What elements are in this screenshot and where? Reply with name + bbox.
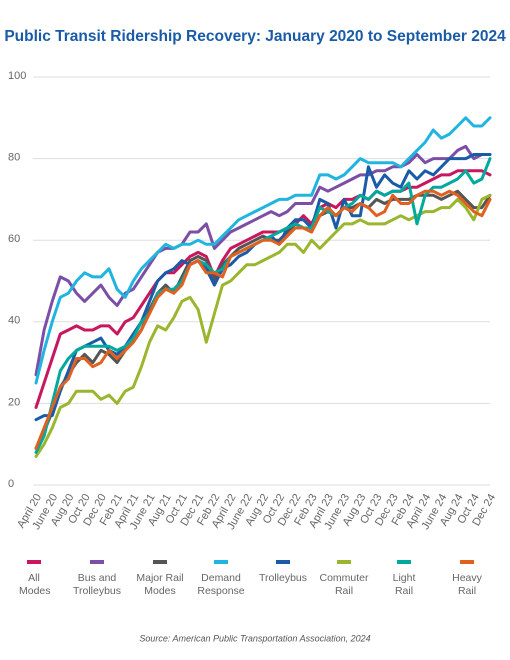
series-line [34,169,492,409]
legend-swatch [214,560,228,564]
legend-label: Heavy Rail [452,572,482,597]
legend-swatch [27,560,41,564]
y-tick-label: 80 [8,152,20,164]
series-line [34,157,492,454]
legend-swatch [276,560,290,564]
series-line [34,116,492,385]
legend-swatch [460,560,474,564]
legend-label: Light Rail [392,572,416,597]
y-tick-label: 60 [8,233,20,245]
legend-label: Trolleybus [258,572,308,584]
legend-item: Light Rail [384,560,424,598]
y-tick-label: 0 [8,478,14,490]
legend-item: Commuter Rail [313,560,375,598]
legend-item: Demand Response [190,560,252,598]
series-line [34,144,492,377]
legend-label: Commuter Rail [319,572,369,597]
y-tick-label: 40 [8,315,20,327]
source: Source: American Public Transportation A… [139,633,370,643]
series-line [34,189,492,450]
legend-label: Major Rail Modes [136,572,184,597]
legend-item: Heavy Rail [447,560,487,598]
legend-swatch [153,560,167,564]
legend-label: All Modes [19,572,51,597]
legend-swatch [397,560,411,564]
y-tick-label: 100 [8,70,26,82]
legend-item: Major Rail Modes [129,560,191,598]
series-line [34,189,492,450]
legend-item: All Modes [19,560,51,598]
y-tick-label: 20 [8,396,20,408]
legend-label: Bus and Trolleybus [72,572,122,597]
legend-swatch [337,560,351,564]
legend-label: Demand Response [197,572,245,597]
chart-title: Public Transit Ridership Recovery: Janua… [4,28,506,45]
legend-item: Trolleybus [252,560,314,585]
legend-item: Bus and Trolleybus [66,560,128,598]
legend-swatch [90,560,104,564]
